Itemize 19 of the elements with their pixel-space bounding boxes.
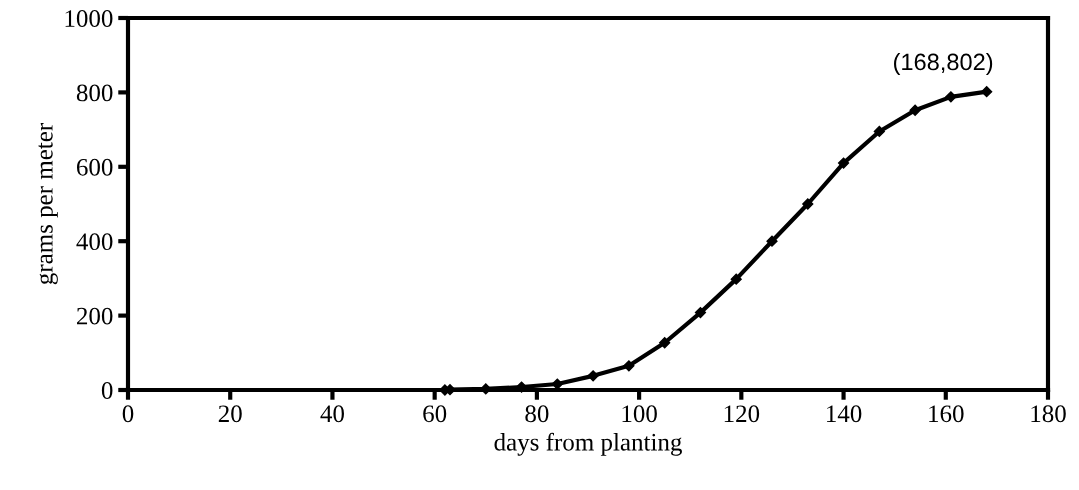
annotation: (168,802) <box>894 52 993 75</box>
y-tick-label: 400 <box>76 233 113 251</box>
x-axis-title: days from planting <box>494 432 682 456</box>
x-tick-label: 180 <box>1031 405 1066 423</box>
x-tick-label: 20 <box>218 405 242 423</box>
x-tick-label: 160 <box>929 405 964 423</box>
x-tick-label: 0 <box>122 405 134 423</box>
y-axis-title: grams per meter <box>38 123 58 285</box>
x-tick-label: 80 <box>525 405 549 423</box>
y-tick-label: 200 <box>77 307 113 325</box>
x-tick-label: 100 <box>622 405 657 423</box>
x-tick-label: 60 <box>423 405 447 423</box>
y-tick-label: 800 <box>76 84 113 102</box>
x-tick-label: 120 <box>724 405 760 423</box>
x-tick-label: 40 <box>320 405 344 423</box>
y-tick-label: 0 <box>101 382 113 399</box>
y-tick-label: 1000 <box>65 10 113 27</box>
x-tick-label: 140 <box>827 405 862 423</box>
y-tick-label: 600 <box>76 158 113 176</box>
